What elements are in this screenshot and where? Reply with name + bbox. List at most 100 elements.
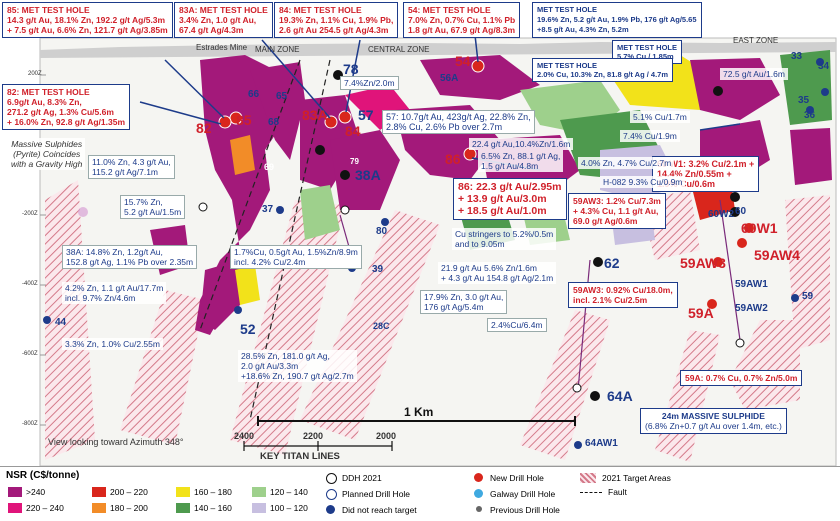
callout-86-title: 86: 22.3 g/t Au/2.95m	[458, 181, 562, 193]
estrades-mine-label: Estrades Mine	[196, 43, 248, 52]
legend-label: Planned Drill Hole	[342, 489, 411, 499]
grade-label: 22.4 g/t Au,10.4%Zn/1.6m	[469, 138, 574, 150]
legend-label: 180 – 200	[110, 503, 148, 513]
grade-label: 6.5% Zn, 88.1 g/t Ag, 1.5 g/t Au/4.8m	[478, 150, 564, 172]
hole-label-68: 68	[268, 117, 280, 128]
titan-tick-2000: 2000	[376, 431, 397, 441]
fault-icon	[580, 492, 602, 493]
new-hole-icon	[474, 473, 483, 482]
elev-m400: -400Z	[22, 281, 38, 287]
grade-label: 4.0% Zn, 4.7% Cu/2.7m	[578, 157, 675, 169]
callout-ms-body: (6.8% Zn+0.7 g/t Au over 1.4m, etc.)	[645, 421, 782, 431]
titan-tick-2400: 2400	[234, 431, 255, 441]
callout-82-body: 6.9g/t Au, 8.3% Zn, 271.2 g/t Ag, 1.3% C…	[7, 97, 126, 127]
callout-met-test-3-body: 2.0% Cu, 10.3% Zn, 81.8 g/t Ag / 4.7m	[537, 70, 669, 79]
callout-83a-title: 83A: MET TEST HOLE	[179, 5, 268, 15]
hole-label-39: 39	[372, 264, 384, 275]
callout-82-title: 82: MET TEST HOLE	[7, 87, 90, 97]
target-area-icon	[580, 473, 596, 483]
grade-label: 1.7%Cu, 0.5g/t Au, 1.5%Zn/8.9m incl. 4.2…	[230, 245, 362, 269]
callout-59a-title: 59A: 0.7% Cu, 0.7% Zn/5.0m	[685, 373, 798, 383]
callout-59aw3: 59AW3: 1.2% Cu/7.3m + 4.3% Cu, 1.1 g/t A…	[568, 193, 666, 229]
elev-m800: -800Z	[22, 421, 38, 427]
grade-label: 17.9% Zn, 3.0 g/t Au, 176 g/t Ag/5.4m	[420, 290, 508, 314]
target-areas	[45, 180, 830, 462]
scale-bar	[257, 416, 576, 426]
callout-met-test-2-title: MET TEST HOLE	[617, 43, 677, 52]
callout-86-body: + 13.9 g/t Au/3.0m + 18.5 g/t Au/1.0m	[458, 193, 547, 217]
callout-54-title: 54: MET TEST HOLE	[408, 5, 491, 15]
previous-hole-icon	[476, 506, 482, 512]
callout-met-test-3-title: MET TEST HOLE	[537, 61, 597, 70]
titan-lines	[243, 441, 393, 451]
legend-swatch	[92, 503, 106, 513]
legend-swatch	[252, 503, 266, 513]
planned-hole-icon	[326, 489, 337, 500]
hole-label-33: 33	[791, 51, 803, 62]
legend-swatch	[8, 487, 22, 497]
legend-label: 200 – 220	[110, 487, 148, 497]
callout-met-test-1: MET TEST HOLE 19.6% Zn, 5.2 g/t Au, 1.9%…	[532, 2, 702, 38]
callout-59aw3-b-title: 59AW3: 0.92% Cu/18.0m,	[573, 285, 673, 295]
grade-label-38a: 38A: 14.8% Zn, 1.2g/t Au, 152.8 g/t Ag, …	[62, 245, 198, 269]
hole-label-64aw1: 64AW1	[585, 438, 618, 449]
legend-label: Fault	[608, 487, 627, 497]
hole-label-37: 37	[262, 204, 274, 215]
callout-84-body: 19.3% Zn, 1.1% Cu, 1.9% Pb, 2.6 g/t Au 2…	[279, 15, 394, 35]
hole-label-60: 60	[735, 206, 747, 217]
grade-label: Cu stringers to 5.2%/0.5m and to 9.05m	[452, 228, 557, 250]
callout-ms-title: 24m MASSIVE SULPHIDE	[661, 411, 765, 421]
grade-label: 15.7% Zn, 5.2 g/t Au/1.5m	[120, 195, 186, 219]
legend-swatch	[92, 487, 106, 497]
elev-m600: -600Z	[22, 351, 38, 357]
legend-label: 120 – 140	[270, 487, 308, 497]
legend-swatch	[8, 503, 22, 513]
legend-label: Previous Drill Hole	[490, 505, 560, 515]
callout-met-test-1-body: 19.6% Zn, 5.2 g/t Au, 1.9% Pb, 176 g/t A…	[537, 15, 697, 34]
hole-label-84: 84	[345, 123, 361, 139]
hole-label-59aw4: 59AW4	[754, 247, 800, 263]
callout-59aw3-title: 59AW3: 1.2% Cu/7.3m	[573, 196, 661, 206]
hole-label-86: 86	[445, 151, 461, 167]
callout-59a: 59A: 0.7% Cu, 0.7% Zn/5.0m	[680, 370, 803, 386]
grade-label: 7.4%Zn/2.0m	[340, 76, 399, 90]
callout-60w1-title: 60 W1: 3.2% Cu/2.1m +	[657, 159, 755, 169]
grade-label-57: 57: 10.7g/t Au, 423g/t Ag, 22.8% Zn, 2.8…	[382, 110, 535, 134]
hole-label-69: 69	[264, 162, 275, 172]
callout-met-test-2-body: 5.7% Cu / 1.85m	[617, 52, 674, 61]
legend-label: 140 – 160	[194, 503, 232, 513]
callout-83a: 83A: MET TEST HOLE 3.4% Zn, 1.0 g/t Au, …	[174, 2, 273, 38]
galway-hole-icon	[474, 489, 483, 498]
callout-massive-sulphide: 24m MASSIVE SULPHIDE (6.8% Zn+0.7 g/t Au…	[640, 408, 787, 434]
fault-lines	[199, 59, 331, 421]
legend-label: Did not reach target	[342, 505, 417, 515]
grade-label: 11.0% Zn, 4.3 g/t Au, 115.2 g/t Ag/7.1m	[88, 155, 175, 179]
callout-84: 84: MET TEST HOLE 19.3% Zn, 1.1% Cu, 1.9…	[274, 2, 399, 38]
hole-label-59: 59	[802, 291, 814, 302]
hole-label-34: 34	[818, 61, 830, 72]
callout-59aw3-b: 59AW3: 0.92% Cu/18.0m, incl. 2.1% Cu/2.5…	[568, 282, 678, 308]
grade-label: 7.4% Cu/1.9m	[620, 130, 680, 142]
hole-markers	[43, 58, 829, 449]
hole-label-57: 57	[358, 107, 374, 123]
callout-60w1: 60 W1: 3.2% Cu/2.1m + 14.4% Zn/0.55m + 1…	[652, 156, 760, 192]
hole-label-35: 35	[798, 95, 810, 106]
hole-label-38a: 38A	[355, 167, 381, 183]
main-zone-label: MAIN ZONE	[255, 45, 300, 54]
callout-85-body: 14.3 g/t Au, 18.1% Zn, 192.2 g/t Ag/5.3m…	[7, 15, 168, 35]
elevation-ticks	[40, 74, 46, 426]
callout-86: 86: 22.3 g/t Au/2.95m + 13.9 g/t Au/3.0m…	[453, 178, 567, 220]
grade-label: 5.1% Cu/1.7m	[630, 111, 690, 123]
map-canvas	[39, 34, 837, 466]
hole-label-60w1: 60W1	[741, 220, 778, 236]
elev-m200: -200Z	[22, 211, 38, 217]
legend-swatch	[176, 503, 190, 513]
hole-label-85: 85	[236, 112, 252, 128]
hole-label-59aw1: 59AW1	[735, 279, 768, 290]
legend-label: 100 – 120	[270, 503, 308, 513]
callout-82: 82: MET TEST HOLE 6.9g/t Au, 8.3% Zn, 27…	[2, 84, 131, 130]
callout-85: 85: MET TEST HOLE 14.3 g/t Au, 18.1% Zn,…	[2, 2, 173, 38]
elev-200: 200Z	[28, 71, 42, 77]
grade-label: 72.5 g/t Au/1.6m	[720, 68, 788, 80]
legend: NSR (C$/tonne) >240 220 – 240 200 – 220 …	[0, 466, 840, 521]
